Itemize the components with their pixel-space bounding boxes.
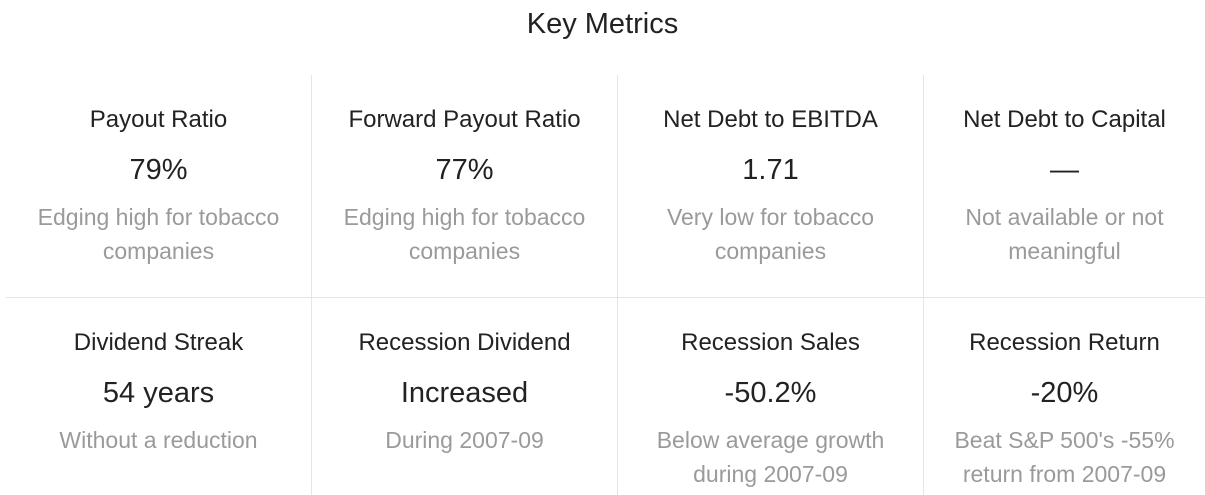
metric-label: Dividend Streak: [73, 329, 244, 356]
metric-value: —: [1050, 154, 1079, 186]
metric-card: Recession Return -20% Beat S&P 500's -55% …: [924, 298, 1205, 495]
metric-card: Dividend Streak 54 years Without a reducti…: [6, 298, 312, 495]
metric-card: Net Debt to Capital — Not available or not…: [924, 75, 1205, 298]
metric-value: -20%: [1030, 377, 1099, 409]
metric-value: 1.71: [742, 154, 799, 186]
metric-note: Without a reduction: [59, 427, 258, 453]
metric-card: Recession Sales -50.2% Below average growt…: [618, 298, 924, 495]
metric-card: Recession Dividend Increased During 2007-0…: [312, 298, 618, 495]
metrics-grid: Payout Ratio 79% Edging high for tobacco c…: [6, 75, 1205, 495]
metric-label: Recession Dividend: [358, 329, 571, 356]
metric-label: Recession Sales: [681, 329, 860, 356]
metric-note: Below average growth during 2007-09: [656, 427, 885, 487]
metric-note: During 2007-09: [385, 427, 544, 453]
metric-note: Edging high for tobacco companies: [37, 204, 280, 264]
metric-note: Very low for tobacco companies: [666, 204, 875, 264]
metric-note: Not available or not meaningful: [965, 204, 1164, 264]
metric-label: Forward Payout Ratio: [348, 106, 581, 133]
metric-card: Net Debt to EBITDA 1.71 Very low for tobac…: [618, 75, 924, 298]
metric-label: Payout Ratio: [89, 106, 228, 133]
metric-note: Edging high for tobacco companies: [343, 204, 586, 264]
metric-value: 77%: [435, 154, 494, 186]
page-title: Key Metrics: [526, 8, 679, 40]
metric-card: Forward Payout Ratio 77% Edging high for t…: [312, 75, 618, 298]
metric-label: Net Debt to EBITDA: [663, 106, 878, 133]
metric-value: -50.2%: [724, 377, 817, 409]
metric-label: Recession Return: [969, 329, 1160, 356]
metric-value: 79%: [129, 154, 188, 186]
metric-value: 54 years: [102, 377, 215, 409]
metric-label: Net Debt to Capital: [963, 106, 1166, 133]
metric-card: Payout Ratio 79% Edging high for tobacco c…: [6, 75, 312, 298]
metric-value: Increased: [400, 377, 529, 409]
metric-note: Beat S&P 500's -55% return from 2007-09: [954, 427, 1175, 487]
